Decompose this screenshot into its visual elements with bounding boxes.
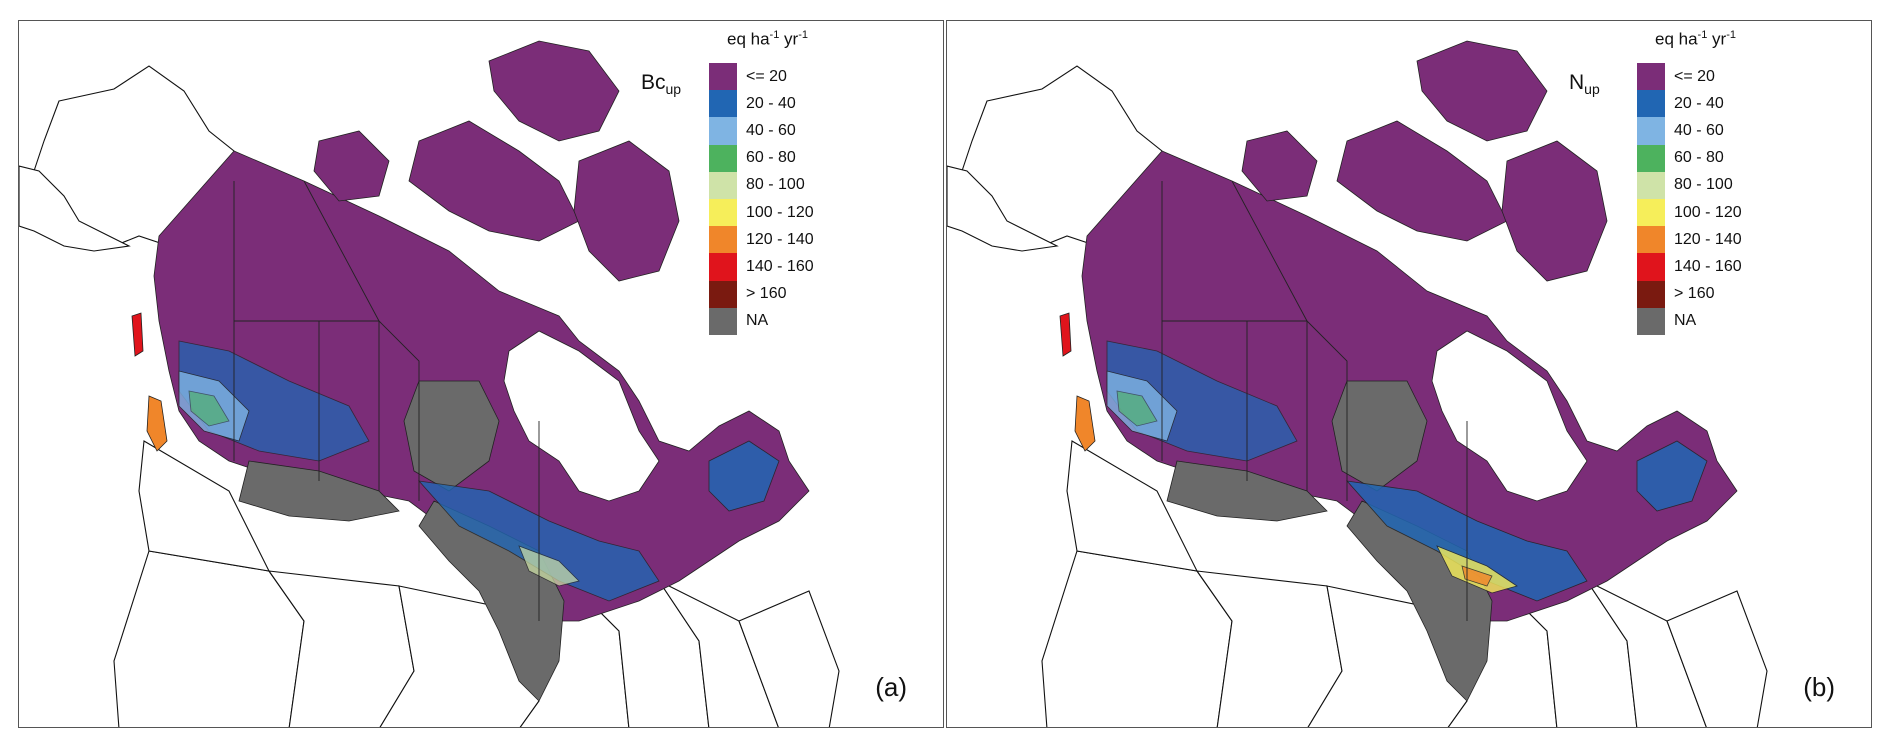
- legend-swatch: [1637, 63, 1665, 91]
- panel-tag: (a): [875, 672, 907, 702]
- map-panel-b: eq ha-1 yr-1 Nup <= 20 20 - 40 40 - 60 6…: [946, 20, 1872, 728]
- variable-label: Nup: [1569, 71, 1600, 98]
- legend-label: 80 - 100: [1674, 176, 1733, 194]
- legend-a: eq ha-1 yr-1 Bcup <= 20 20 - 40 40 - 60 …: [639, 29, 939, 359]
- legend-swatch: [709, 144, 737, 172]
- unit-label: eq ha-1 yr-1: [727, 29, 808, 49]
- province-borders: [1161, 180, 1468, 621]
- legend-swatch: [709, 117, 737, 145]
- legend-swatch: [709, 226, 737, 254]
- legend-swatch: [1637, 144, 1665, 172]
- legend-label: 60 - 80: [1674, 149, 1724, 167]
- canada-map-b: [947, 40, 1768, 727]
- legend-item: 60 - 80: [1637, 144, 1742, 172]
- legend-label: 40 - 60: [746, 121, 796, 139]
- legend-item: NA: [709, 307, 814, 335]
- legend-item: > 160: [709, 280, 814, 308]
- legend-swatch: [709, 307, 737, 335]
- legend-item: 80 - 100: [1637, 171, 1742, 199]
- legend-label: 20 - 40: [1674, 94, 1724, 112]
- legend-swatch: [1637, 280, 1665, 308]
- legend-swatch: [709, 198, 737, 227]
- legend-item: NA: [1637, 307, 1742, 335]
- canada-land: [131, 40, 810, 702]
- legend-swatch: [1637, 307, 1665, 335]
- legend-item: 40 - 60: [709, 117, 814, 145]
- legend-item: 100 - 120: [1637, 198, 1742, 227]
- legend-swatch: [1637, 253, 1665, 281]
- legend-swatch: [709, 280, 737, 308]
- legend-item: 120 - 140: [709, 226, 814, 254]
- legend-item: 100 - 120: [709, 198, 814, 227]
- legend-item: 140 - 160: [1637, 253, 1742, 281]
- legend-label: 100 - 120: [746, 203, 814, 221]
- legend-item: 40 - 60: [1637, 117, 1742, 145]
- legend-item: 140 - 160: [709, 253, 814, 281]
- legend-label: NA: [1674, 312, 1697, 330]
- legend-swatch: [1637, 226, 1665, 254]
- legend-item: 60 - 80: [709, 144, 814, 172]
- legend-item: 20 - 40: [709, 90, 814, 118]
- legend-item: <= 20: [1637, 63, 1742, 91]
- legend-label: > 160: [1674, 285, 1715, 303]
- variable-label: Bcup: [641, 71, 682, 98]
- legend-item: 80 - 100: [709, 171, 814, 199]
- legend-swatch: [709, 253, 737, 281]
- legend-classes: <= 20 20 - 40 40 - 60 60 - 80 80 - 100 1…: [709, 63, 814, 335]
- legend-swatch: [1637, 171, 1665, 199]
- legend-swatch: [709, 171, 737, 199]
- legend-label: 80 - 100: [746, 176, 805, 194]
- outline-usa-states: [113, 440, 840, 727]
- legend-label: NA: [746, 312, 769, 330]
- legend-label: > 160: [746, 285, 787, 303]
- legend-swatch: [709, 90, 737, 118]
- legend-label: 120 - 140: [746, 230, 814, 248]
- legend-label: <= 20: [1674, 67, 1715, 85]
- legend-item: 120 - 140: [1637, 226, 1742, 254]
- legend-item: 20 - 40: [1637, 90, 1742, 118]
- unit-label: eq ha-1 yr-1: [1655, 29, 1736, 49]
- canada-map-a: [19, 40, 840, 727]
- province-borders: [233, 180, 540, 621]
- legend-swatch: [1637, 90, 1665, 118]
- legend-label: 60 - 80: [746, 149, 796, 167]
- legend-label: 40 - 60: [1674, 121, 1724, 139]
- panel-tag: (b): [1803, 672, 1835, 702]
- legend-swatch: [709, 63, 737, 91]
- legend-item: > 160: [1637, 280, 1742, 308]
- legend-swatch: [1637, 198, 1665, 227]
- legend-label: 120 - 140: [1674, 230, 1742, 248]
- legend-label: 140 - 160: [1674, 257, 1742, 275]
- outline-usa-states: [1041, 440, 1768, 727]
- legend-item: <= 20: [709, 63, 814, 91]
- legend-label: 100 - 120: [1674, 203, 1742, 221]
- legend-b: eq ha-1 yr-1 Nup <= 20 20 - 40 40 - 60 6…: [1567, 29, 1867, 359]
- legend-swatch: [1637, 117, 1665, 145]
- map-panel-a: eq ha-1 yr-1 Bcup <= 20 20 - 40 40 - 60 …: [18, 20, 944, 728]
- legend-label: <= 20: [746, 67, 787, 85]
- legend-label: 140 - 160: [746, 257, 814, 275]
- legend-classes: <= 20 20 - 40 40 - 60 60 - 80 80 - 100 1…: [1637, 63, 1742, 335]
- legend-label: 20 - 40: [746, 94, 796, 112]
